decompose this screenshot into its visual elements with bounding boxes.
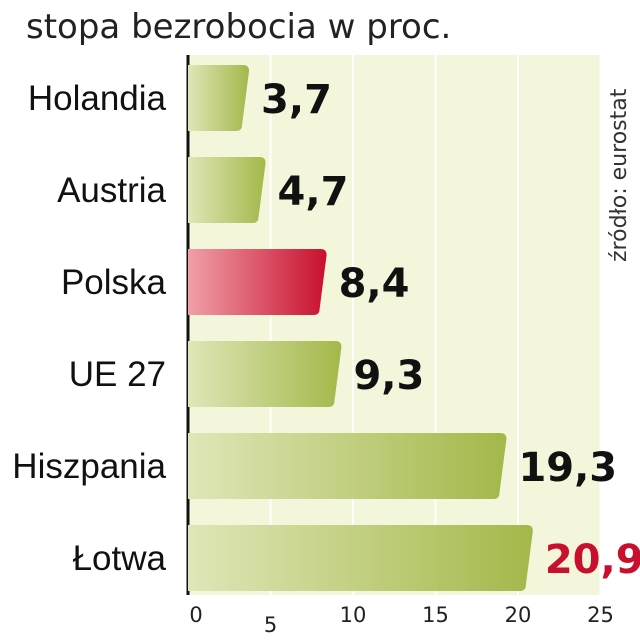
plot-background bbox=[188, 55, 601, 595]
source-note: źródło: eurostat bbox=[607, 88, 632, 262]
chart-title: stopa bezrobocia w proc. bbox=[26, 7, 451, 47]
x-tick-label: 10 bbox=[340, 603, 367, 627]
value-label: 4,7 bbox=[278, 169, 349, 215]
value-labels: 3,7 4,7 8,4 9,3 19,3 20,9 bbox=[261, 77, 640, 583]
category-label: Holandia bbox=[28, 79, 167, 118]
bar-austria bbox=[188, 157, 266, 223]
bar-holandia bbox=[188, 65, 250, 131]
bar-ue-27 bbox=[188, 341, 342, 407]
gridlines bbox=[186, 55, 602, 595]
value-label: 19,3 bbox=[518, 445, 617, 491]
x-tick-label: 0 bbox=[189, 603, 202, 627]
x-tick-label: 25 bbox=[587, 603, 614, 627]
value-label: 3,7 bbox=[261, 77, 332, 123]
x-tick-labels: 0 5 10 15 20 25 bbox=[189, 603, 614, 637]
category-label: Łotwa bbox=[73, 539, 167, 578]
bars bbox=[188, 65, 533, 591]
bar-łotwa bbox=[188, 525, 533, 591]
value-label: 8,4 bbox=[339, 261, 410, 307]
x-tick-label: 15 bbox=[422, 603, 449, 627]
category-labels: Holandia Austria Polska UE 27 Hiszpania Łotwa bbox=[12, 79, 166, 578]
category-label: Hiszpania bbox=[12, 447, 166, 486]
value-label: 9,3 bbox=[353, 353, 424, 399]
bar-hiszpania bbox=[188, 433, 507, 499]
category-label: Austria bbox=[57, 171, 166, 210]
x-tick-label: 20 bbox=[505, 603, 532, 627]
x-tick-label: 5 bbox=[264, 613, 277, 637]
value-label: 20,9 bbox=[545, 537, 640, 583]
category-label: Polska bbox=[61, 263, 167, 302]
category-label: UE 27 bbox=[69, 355, 166, 394]
bar-polska bbox=[188, 249, 327, 315]
